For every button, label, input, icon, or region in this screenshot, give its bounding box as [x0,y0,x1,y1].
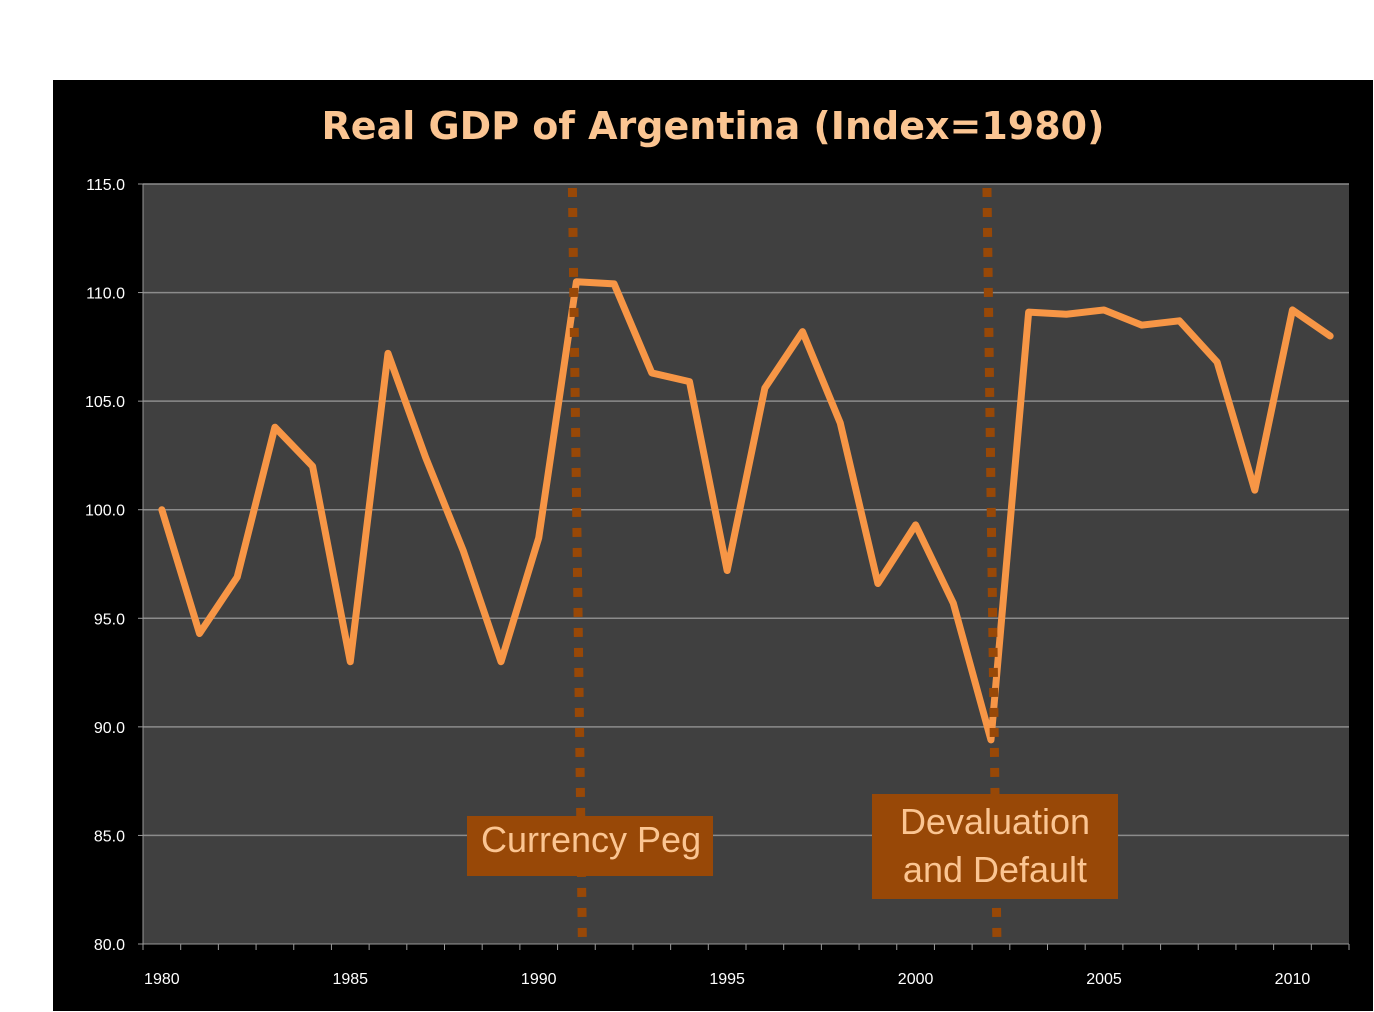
y-tick-label: 100.0 [85,503,125,520]
x-tick-label: 2010 [1275,971,1311,988]
x-tick-label: 1985 [332,971,368,988]
y-tick-label: 85.0 [94,828,125,845]
plot-area [143,184,1349,944]
y-tick-label: 95.0 [94,611,125,628]
x-tick-label: 1990 [521,971,557,988]
x-tick-label: 2000 [898,971,934,988]
y-tick-label: 80.0 [94,937,125,954]
y-tick-label: 115.0 [86,177,125,194]
x-tick-label: 1995 [709,971,745,988]
event-marker-line [982,187,1002,945]
y-tick-label: 90.0 [94,720,125,737]
x-tick-label: 1980 [144,971,180,988]
y-tick-label: 105.0 [85,394,125,411]
x-tick-label: 2005 [1086,971,1122,988]
gdp-series-line [158,278,1334,744]
annotation-devaluation-default: Devaluation and Default [872,794,1118,899]
y-tick-label: 110.0 [86,286,125,303]
annotation-currency-peg: Currency Peg [467,816,713,876]
event-marker-line [567,187,587,945]
chart-title: Real GDP of Argentina (Index=1980) [321,104,1105,148]
